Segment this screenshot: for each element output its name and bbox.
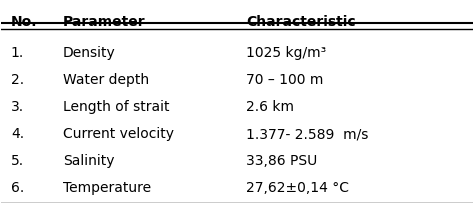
Text: 1.377- 2.589  m/s: 1.377- 2.589 m/s [246,127,369,141]
Text: 5.: 5. [11,154,24,168]
Text: No.: No. [11,16,37,29]
Text: 2.: 2. [11,73,24,87]
Text: Water depth: Water depth [63,73,149,87]
Text: 70 – 100 m: 70 – 100 m [246,73,324,87]
Text: 6.: 6. [11,182,24,195]
Text: 1025 kg/m³: 1025 kg/m³ [246,46,327,60]
Text: 3.: 3. [11,100,24,114]
Text: 2.6 km: 2.6 km [246,100,294,114]
Text: Density: Density [63,46,115,60]
Text: Parameter: Parameter [63,16,145,29]
Text: 1.: 1. [11,46,24,60]
Text: 27,62±0,14 °C: 27,62±0,14 °C [246,182,349,195]
Text: Salinity: Salinity [63,154,114,168]
Text: Current velocity: Current velocity [63,127,173,141]
Text: Temperature: Temperature [63,182,151,195]
Text: Characteristic: Characteristic [246,16,356,29]
Text: 33,86 PSU: 33,86 PSU [246,154,318,168]
Text: Length of strait: Length of strait [63,100,169,114]
Text: 4.: 4. [11,127,24,141]
